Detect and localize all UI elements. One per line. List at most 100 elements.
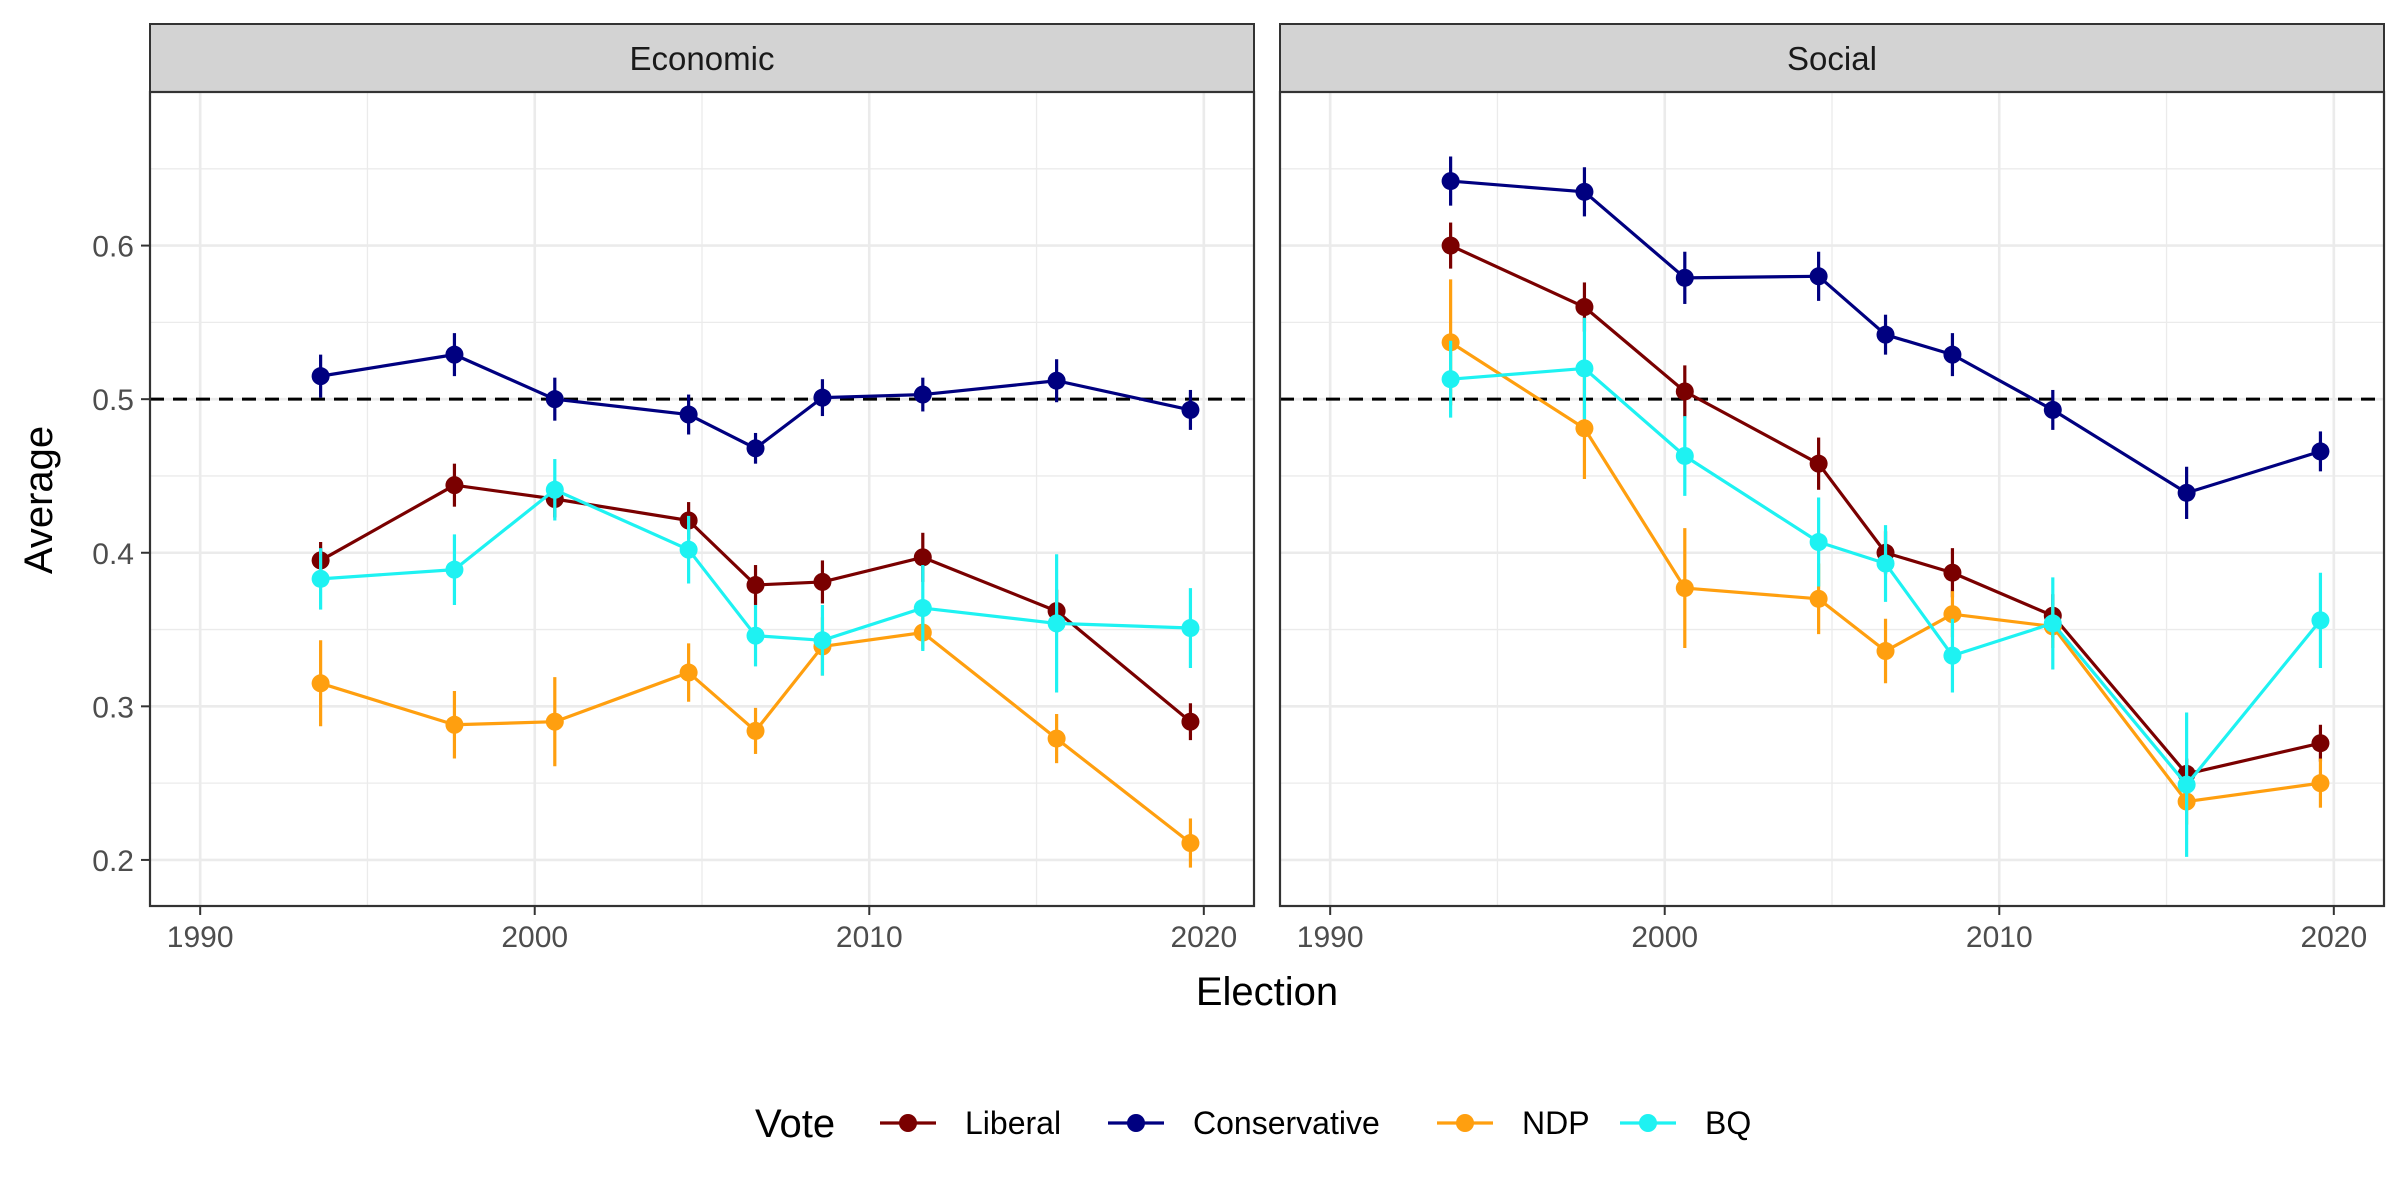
data-point	[1876, 554, 1895, 573]
y-tick-label: 0.6	[92, 231, 134, 264]
data-point	[1809, 533, 1828, 552]
data-point	[1675, 268, 1694, 287]
data-point	[545, 480, 564, 499]
data-point	[445, 476, 464, 495]
data-point	[2043, 400, 2062, 419]
data-point	[2311, 442, 2330, 461]
legend-label: Liberal	[965, 1105, 1061, 1141]
data-point	[1675, 382, 1694, 401]
x-axis-ticks-social: 1990 2000 2010 2020	[1297, 906, 2367, 954]
panel-strip-economic	[149, 23, 1255, 93]
panel-title-economic: Economic	[630, 40, 775, 77]
data-point	[545, 390, 564, 409]
data-point	[1441, 370, 1460, 389]
data-point	[1047, 371, 1066, 390]
panel-social: Social	[1278, 23, 2386, 908]
data-point	[1575, 182, 1594, 201]
legend-label: BQ	[1705, 1105, 1751, 1141]
data-point	[445, 560, 464, 579]
data-point	[1809, 454, 1828, 473]
legend: Vote Liberal Conservative NDP BQ	[755, 1102, 1751, 1146]
x-tick-label: 2010	[1966, 921, 2033, 954]
x-tick-label: 2000	[501, 921, 568, 954]
panel-border	[1278, 90, 2386, 908]
data-point	[2311, 734, 2330, 753]
data-point	[1047, 729, 1066, 748]
data-point	[2043, 614, 2062, 633]
plot-area-social	[1278, 90, 2386, 908]
x-axis-ticks-economic: 1990 2000 2010 2020	[167, 906, 1237, 954]
legend-key-point	[1639, 1114, 1657, 1132]
legend-entry-ndp: NDP	[1437, 1105, 1590, 1141]
data-point	[1441, 236, 1460, 255]
data-point	[1441, 172, 1460, 191]
legend-entry-bq: BQ	[1620, 1105, 1751, 1141]
legend-label: NDP	[1522, 1105, 1590, 1141]
y-tick-label: 0.3	[92, 691, 134, 724]
legend-entry-conservative: Conservative	[1108, 1105, 1380, 1141]
data-point	[445, 715, 464, 734]
data-point	[913, 385, 932, 404]
data-point	[746, 439, 765, 458]
legend-key-point	[1456, 1114, 1474, 1132]
series-bq	[311, 459, 1200, 693]
data-point	[2311, 774, 2330, 793]
data-point	[746, 576, 765, 595]
data-point	[746, 626, 765, 645]
panel-economic: Economic	[148, 23, 1256, 908]
data-point	[1809, 589, 1828, 608]
panel-border	[148, 90, 1256, 908]
data-point	[913, 548, 932, 567]
data-point	[311, 367, 330, 386]
data-point	[1181, 712, 1200, 731]
y-tick-label: 0.5	[92, 384, 134, 417]
data-point	[2177, 775, 2196, 794]
x-tick-label: 2000	[1631, 921, 1698, 954]
x-tick-label: 2010	[836, 921, 903, 954]
legend-key-point	[899, 1114, 917, 1132]
y-tick-label: 0.4	[92, 538, 134, 571]
x-tick-label: 2020	[1170, 921, 1237, 954]
data-point	[311, 569, 330, 588]
data-point	[1809, 267, 1828, 286]
data-point	[813, 631, 832, 650]
x-tick-label: 2020	[2300, 921, 2367, 954]
data-point	[1943, 605, 1962, 624]
data-point	[311, 674, 330, 693]
series-bq	[1441, 317, 2330, 857]
data-point	[1876, 642, 1895, 661]
data-point	[1181, 834, 1200, 853]
y-axis-ticks: 0.2 0.3 0.4 0.5 0.6	[92, 231, 150, 878]
panel-title-social: Social	[1787, 40, 1877, 77]
data-point	[813, 572, 832, 591]
data-point	[1575, 359, 1594, 378]
x-tick-label: 1990	[167, 921, 234, 954]
data-point	[2177, 483, 2196, 502]
data-point	[1047, 614, 1066, 633]
data-point	[1943, 345, 1962, 364]
data-point	[1943, 646, 1962, 665]
y-tick-label: 0.2	[92, 845, 134, 878]
data-point	[746, 721, 765, 740]
data-point	[679, 405, 698, 424]
data-point	[913, 599, 932, 618]
plot-area-economic	[148, 90, 1256, 908]
data-point	[1575, 419, 1594, 438]
data-point	[679, 663, 698, 682]
data-point	[1181, 619, 1200, 638]
series-conservative	[1441, 156, 2330, 519]
data-point	[1876, 325, 1895, 344]
legend-label: Conservative	[1193, 1105, 1380, 1141]
data-point	[545, 712, 564, 731]
y-axis-label: Average	[17, 426, 61, 574]
legend-key-point	[1127, 1114, 1145, 1132]
x-tick-label: 1990	[1297, 921, 1364, 954]
legend-entry-liberal: Liberal	[880, 1105, 1061, 1141]
data-point	[1181, 400, 1200, 419]
data-point	[1575, 298, 1594, 317]
data-point	[679, 540, 698, 559]
legend-title: Vote	[755, 1102, 835, 1146]
data-point	[1675, 579, 1694, 598]
data-point	[1675, 446, 1694, 465]
